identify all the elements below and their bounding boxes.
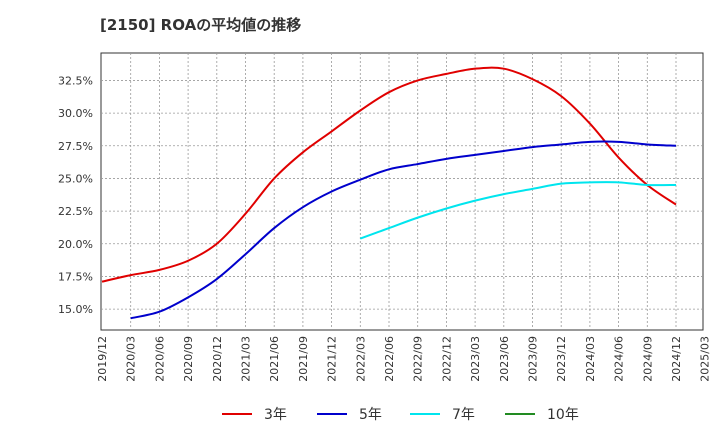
x-tick-label: 2021/06 — [268, 336, 281, 382]
x-axis: 2019/12 2020/03 2020/06 2020/09 2020/12 2021/… — [96, 336, 712, 382]
legend: 3年 5年 7年 10年 — [222, 407, 579, 423]
plot-area — [100, 52, 704, 331]
y-tick-label: 22.5% — [58, 205, 93, 218]
y-axis: 15.0% 17.5% 20.0% 22.5% 25.0% 27.5% 30.0% 32.5% — [58, 74, 93, 316]
grid-lines — [101, 53, 703, 330]
legend-label: 7年 — [452, 407, 475, 423]
x-tick-label: 2023/06 — [498, 336, 511, 382]
series-line-3年 — [101, 66, 677, 283]
x-tick-label: 2021/09 — [297, 336, 310, 382]
x-tick-label: 2020/06 — [153, 336, 166, 382]
y-tick-label: 15.0% — [58, 303, 93, 316]
legend-label: 10年 — [547, 407, 579, 423]
y-tick-label: 27.5% — [58, 140, 93, 153]
y-tick-label: 30.0% — [58, 107, 93, 120]
legend-label: 3年 — [264, 407, 287, 423]
y-tick-label: 32.5% — [58, 74, 93, 87]
x-tick-label: 2024/12 — [670, 336, 683, 382]
x-tick-label: 2024/03 — [584, 336, 597, 382]
x-tick-label: 2024/09 — [641, 336, 654, 382]
series-lines — [101, 66, 677, 320]
x-tick-label: 2019/12 — [96, 336, 109, 382]
chart-title: [2150] ROAの平均値の推移 — [100, 16, 302, 34]
x-tick-label: 2021/12 — [326, 336, 339, 382]
y-tick-label: 17.5% — [58, 270, 93, 283]
x-tick-label: 2020/09 — [182, 336, 195, 382]
x-tick-label: 2024/06 — [613, 336, 626, 382]
x-tick-label: 2022/12 — [440, 336, 453, 382]
y-tick-label: 25.0% — [58, 172, 93, 185]
legend-label: 5年 — [359, 407, 382, 423]
x-tick-label: 2023/03 — [469, 336, 482, 382]
series-line-7年 — [359, 181, 677, 240]
x-tick-label: 2022/09 — [412, 336, 425, 382]
series-line-5年 — [130, 140, 677, 320]
x-tick-label: 2020/12 — [211, 336, 224, 382]
x-tick-label: 2022/03 — [354, 336, 367, 382]
x-tick-label: 2021/03 — [240, 336, 253, 382]
y-tick-label: 20.0% — [58, 238, 93, 251]
x-tick-label: 2022/06 — [383, 336, 396, 382]
x-tick-label: 2023/12 — [555, 336, 568, 382]
x-tick-label: 2025/03 — [699, 336, 712, 382]
x-tick-label: 2023/09 — [527, 336, 540, 382]
x-tick-label: 2020/03 — [125, 336, 138, 382]
